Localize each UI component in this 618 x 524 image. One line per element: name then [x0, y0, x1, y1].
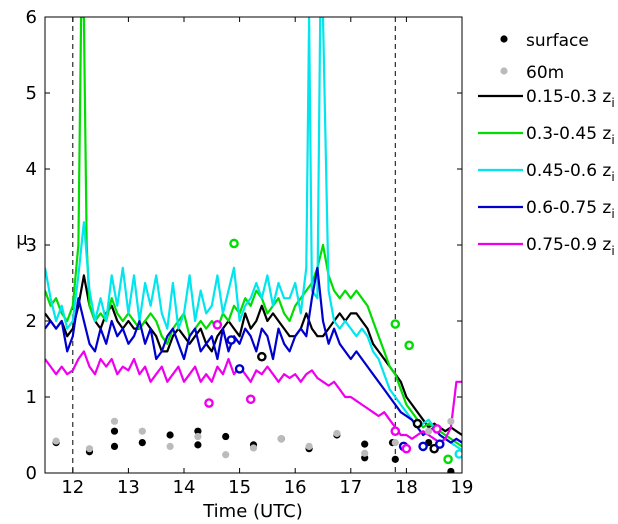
ring-marker-4-4	[401, 443, 412, 454]
ring-marker-4-5	[432, 424, 442, 434]
x-tick-label-1: 13	[117, 477, 140, 498]
scatter-point-60m-14	[447, 417, 455, 425]
ring-marker-3-0	[226, 335, 237, 345]
ring-marker-3-1	[234, 364, 245, 374]
series-line-4	[45, 350, 462, 444]
scatter-point-60m-2	[110, 417, 119, 425]
x-tick-label-5: 17	[339, 477, 362, 498]
scatter-point-surface-7	[194, 427, 202, 435]
y-tick-label-3: 3	[26, 235, 37, 256]
ring-marker-4-1	[204, 398, 214, 408]
series-line-2	[45, 17, 462, 452]
scatter-point-surface-18	[447, 467, 455, 473]
legend-label-surface: surface	[526, 31, 589, 51]
ring-marker-4-2	[245, 394, 256, 405]
scatter-point-surface-3	[110, 427, 119, 435]
y-tick-label-2: 2	[26, 311, 37, 332]
y-tick-label-6: 6	[26, 7, 37, 28]
scatter-point-60m-5	[194, 432, 202, 441]
x-tick-label-6: 18	[395, 477, 418, 498]
scatter-point-60m-10	[333, 429, 341, 438]
scatter-point-60m-11	[361, 449, 369, 457]
ring-markers	[204, 238, 462, 465]
y-axis-label: μ	[16, 229, 28, 250]
x-tick-label-2: 14	[173, 477, 196, 498]
scatter-point-surface-5	[166, 431, 174, 439]
scatter-point-surface-6	[194, 441, 202, 449]
legend-label-0: 0.15-0.3 zi	[526, 87, 615, 110]
scatter-point-surface-8	[222, 432, 230, 441]
y-tick-label-0: 0	[26, 463, 37, 484]
series-line-3	[45, 266, 462, 444]
ring-marker-1-0	[229, 238, 239, 249]
legend-marker-60m	[500, 67, 508, 75]
ring-marker-3-4	[434, 439, 445, 449]
legend-label-60m: 60m	[526, 63, 564, 83]
ring-marker-1-1	[390, 319, 401, 329]
x-axis-ticks: 12 13 14 15 16 17 18 19	[61, 17, 473, 498]
scatter-point-60m-9	[305, 442, 313, 450]
x-tick-label-0: 12	[61, 477, 84, 498]
scatter-points	[52, 417, 455, 473]
scatter-point-surface-4	[138, 439, 146, 447]
x-axis-label: Time (UTC)	[202, 501, 303, 522]
scatter-point-60m-0	[52, 437, 60, 445]
legend-label-1: 0.3-0.45 zi	[526, 124, 615, 147]
scatter-point-60m-12	[391, 439, 399, 447]
ring-marker-2-0	[454, 449, 462, 459]
scatter-point-60m-1	[85, 445, 94, 453]
y-axis-ticks: 0 1 2 3 4 5 6	[26, 7, 462, 484]
scatter-point-60m-8	[277, 435, 285, 443]
scatter-point-surface-14	[361, 440, 369, 448]
ring-marker-0-0	[257, 351, 267, 362]
legend-label-3: 0.6-0.75 zi	[526, 198, 615, 221]
scatter-point-60m-3	[138, 427, 146, 435]
ring-marker-1-2	[404, 340, 414, 351]
x-tick-label-7: 19	[451, 477, 474, 498]
legend: surface 60m 0.15-0.3 zi 0.3-0.45 zi 0.45-0.6…	[478, 31, 615, 258]
legend-label-4: 0.75-0.9 zi	[526, 235, 615, 258]
y-tick-label-1: 1	[26, 387, 37, 408]
scatter-point-60m-4	[166, 442, 174, 450]
ring-marker-4-0	[212, 319, 223, 330]
x-tick-label-3: 15	[228, 477, 251, 498]
ring-marker-1-3	[443, 454, 453, 465]
scatter-point-surface-2	[110, 442, 119, 450]
series-lines	[45, 17, 462, 452]
y-tick-label-5: 5	[26, 83, 37, 104]
scatter-point-60m-6	[222, 451, 230, 459]
scatter-point-surface-16	[391, 455, 399, 463]
ring-marker-0-1	[412, 418, 423, 429]
scatter-point-60m-13	[425, 427, 433, 435]
ring-marker-3-3	[418, 441, 428, 452]
legend-label-2: 0.45-0.6 zi	[526, 161, 615, 184]
y-tick-label-4: 4	[26, 159, 37, 180]
scatter-point-60m-7	[249, 444, 258, 452]
x-tick-label-4: 16	[284, 477, 307, 498]
legend-marker-surface	[500, 35, 508, 43]
ring-marker-4-3	[390, 426, 401, 437]
